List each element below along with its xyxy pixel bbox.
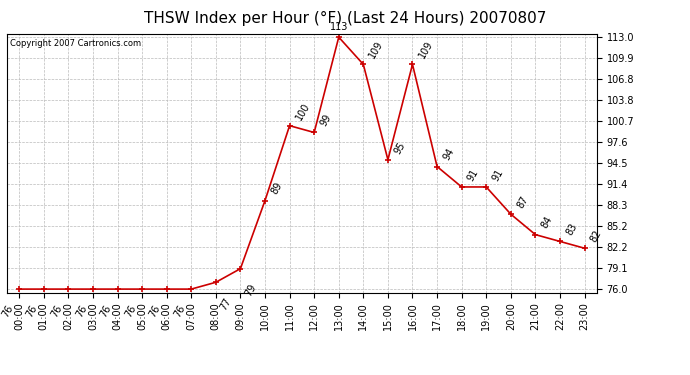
- Text: 91: 91: [466, 167, 481, 183]
- Text: 76: 76: [50, 303, 64, 319]
- Text: 94: 94: [441, 147, 456, 162]
- Text: 100: 100: [294, 100, 312, 122]
- Text: 76: 76: [172, 303, 187, 319]
- Text: THSW Index per Hour (°F) (Last 24 Hours) 20070807: THSW Index per Hour (°F) (Last 24 Hours)…: [144, 11, 546, 26]
- Text: Copyright 2007 Cartronics.com: Copyright 2007 Cartronics.com: [10, 39, 141, 48]
- Text: 95: 95: [392, 140, 407, 156]
- Text: 76: 76: [74, 303, 89, 319]
- Text: 76: 76: [0, 303, 15, 319]
- Text: 79: 79: [243, 282, 258, 298]
- Text: 99: 99: [318, 113, 333, 128]
- Text: 77: 77: [219, 296, 233, 312]
- Text: 91: 91: [491, 167, 505, 183]
- Text: 109: 109: [368, 39, 385, 60]
- Text: 113: 113: [330, 22, 348, 32]
- Text: 76: 76: [99, 303, 113, 319]
- Text: 89: 89: [269, 181, 284, 196]
- Text: 76: 76: [25, 303, 39, 319]
- Text: 83: 83: [564, 222, 579, 237]
- Text: 87: 87: [515, 194, 530, 210]
- Text: 76: 76: [148, 303, 163, 319]
- Text: 82: 82: [589, 228, 604, 244]
- Text: 84: 84: [540, 215, 554, 231]
- Text: 76: 76: [123, 303, 138, 319]
- Text: 109: 109: [417, 39, 435, 60]
